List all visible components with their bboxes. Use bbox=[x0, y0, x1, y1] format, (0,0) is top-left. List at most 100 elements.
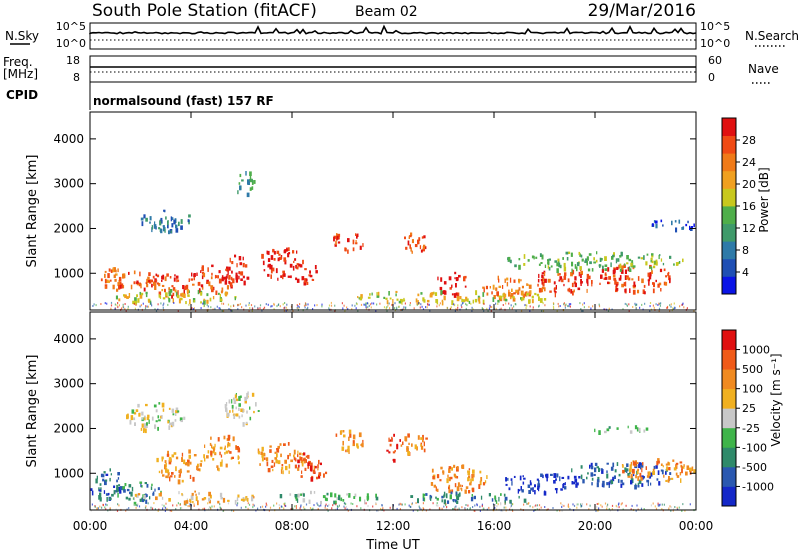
velocity-noise-cell bbox=[631, 504, 633, 507]
power-noise-cell bbox=[497, 303, 499, 305]
power-data-cell bbox=[537, 278, 540, 283]
power-data-cell bbox=[172, 298, 174, 303]
power-noise-cell bbox=[427, 303, 429, 305]
power-data-cell bbox=[593, 261, 596, 264]
velocity-noise-cell bbox=[500, 503, 502, 506]
power-noise-cell bbox=[114, 307, 116, 310]
power-data-cell bbox=[263, 269, 266, 272]
velocity-data-cell bbox=[424, 493, 426, 497]
velocity-noise-cell bbox=[455, 505, 457, 508]
power-noise-cell bbox=[173, 302, 175, 304]
velocity-data-cell bbox=[518, 495, 520, 499]
power-data-cell bbox=[246, 276, 250, 280]
power-data-cell bbox=[193, 300, 195, 303]
power-data-cell bbox=[498, 295, 501, 298]
velocity-data-cell bbox=[608, 484, 610, 488]
velocity-data-cell bbox=[287, 442, 290, 446]
velocity-data-cell bbox=[109, 468, 111, 472]
velocity-data-cell bbox=[313, 465, 316, 470]
power-data-cell bbox=[287, 275, 291, 278]
velocity-noise-cell bbox=[657, 504, 659, 507]
power-noise-cell bbox=[202, 302, 204, 305]
power-data-cell bbox=[407, 240, 410, 246]
velocity-data-cell bbox=[498, 496, 500, 502]
power-noise-cell bbox=[567, 305, 569, 308]
power-data-cell bbox=[395, 293, 397, 297]
velocity-data-cell bbox=[219, 461, 223, 467]
velocity-colorbar-swatch bbox=[722, 388, 736, 409]
velocity-data-cell bbox=[338, 495, 341, 501]
power-data-cell bbox=[311, 279, 315, 281]
velocity-noise-cell bbox=[176, 504, 178, 507]
velocity-data-cell bbox=[235, 406, 237, 410]
power-noise-cell bbox=[416, 302, 418, 305]
xtick-label: 12:00 bbox=[376, 519, 411, 533]
power-data-cell bbox=[563, 266, 567, 272]
velocity-data-cell bbox=[141, 417, 144, 420]
power-data-cell bbox=[151, 225, 153, 230]
power-noise-cell bbox=[283, 307, 285, 310]
power-noise-cell bbox=[262, 307, 265, 310]
power-data-cell bbox=[525, 291, 528, 294]
velocity-data-cell bbox=[168, 407, 171, 410]
velocity-data-cell bbox=[447, 474, 449, 478]
velocity-data-cell bbox=[102, 478, 105, 482]
velocity-colorbar-swatch bbox=[722, 330, 736, 350]
velocity-noise-cell bbox=[540, 506, 542, 509]
power-data-cell bbox=[211, 264, 214, 268]
velocity-data-cell bbox=[307, 462, 310, 466]
power-data-cell bbox=[253, 180, 256, 184]
velocity-noise-cell bbox=[576, 506, 578, 509]
velocity-data-cell bbox=[155, 496, 158, 501]
power-data-cell bbox=[563, 283, 565, 287]
velocity-data-cell bbox=[655, 465, 658, 469]
velocity-data-cell bbox=[657, 458, 660, 462]
power-data-cell bbox=[183, 293, 186, 298]
power-data-cell bbox=[500, 295, 503, 300]
velocity-noise-cell bbox=[561, 509, 563, 512]
power-data-cell bbox=[141, 292, 144, 296]
velocity-noise-cell bbox=[412, 509, 414, 512]
power-data-cell bbox=[377, 291, 380, 297]
velocity-data-cell bbox=[298, 464, 300, 468]
power-data-cell bbox=[210, 276, 213, 280]
power-data-cell bbox=[483, 287, 485, 293]
power-noise-cell bbox=[231, 309, 233, 312]
velocity-data-cell bbox=[449, 494, 452, 500]
velocity-data-cell bbox=[484, 480, 487, 484]
power-noise-cell bbox=[276, 305, 278, 308]
power-data-cell bbox=[174, 274, 176, 277]
velocity-noise-cell bbox=[418, 505, 420, 508]
velocity-data-cell bbox=[132, 497, 135, 500]
power-data-cell bbox=[239, 173, 242, 178]
power-noise-cell bbox=[532, 306, 534, 309]
velocity-data-cell bbox=[606, 428, 610, 432]
velocity-data-cell bbox=[217, 467, 219, 471]
velocity-data-cell bbox=[472, 473, 475, 478]
velocity-data-cell bbox=[219, 451, 221, 456]
power-data-cell bbox=[251, 180, 254, 185]
power-noise-cell bbox=[248, 304, 250, 306]
velocity-data-cell bbox=[417, 498, 419, 503]
velocity-noise-cell bbox=[380, 507, 382, 510]
velocity-noise-cell bbox=[382, 507, 384, 510]
power-data-cell bbox=[273, 258, 276, 261]
power-data-cell bbox=[540, 278, 543, 282]
power-data-cell bbox=[206, 299, 209, 304]
power-data-cell bbox=[176, 294, 180, 299]
power-noise-cell bbox=[371, 302, 373, 305]
power-data-cell bbox=[178, 221, 180, 227]
power-data-cell bbox=[172, 292, 175, 297]
velocity-data-cell bbox=[98, 495, 101, 500]
velocity-data-cell bbox=[647, 481, 649, 487]
velocity-data-cell bbox=[188, 449, 191, 454]
power-data-cell bbox=[604, 264, 608, 267]
power-data-cell bbox=[228, 275, 231, 280]
power-data-cell bbox=[156, 282, 159, 285]
power-noise-cell bbox=[314, 304, 316, 307]
power-data-cell bbox=[580, 279, 582, 284]
velocity-data-cell bbox=[622, 464, 624, 468]
power-noise-cell bbox=[330, 301, 332, 304]
power-noise-cell bbox=[299, 303, 301, 306]
power-noise-cell bbox=[369, 303, 372, 306]
